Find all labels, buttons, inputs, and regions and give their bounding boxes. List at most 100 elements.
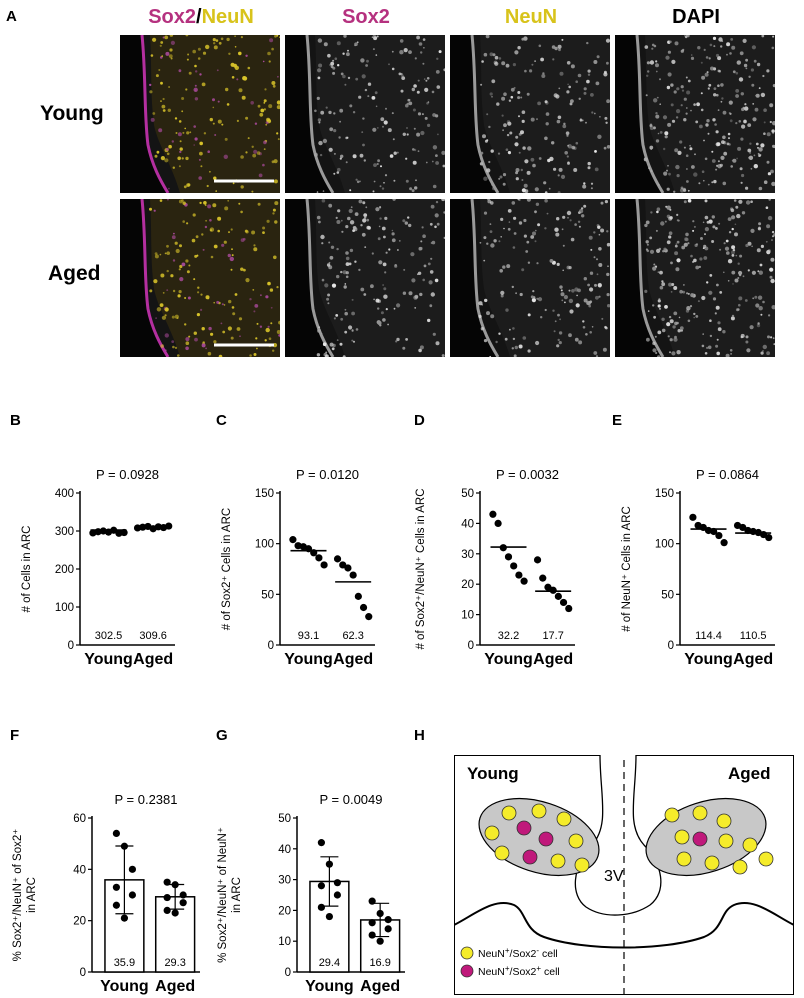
column-title-part: NeuN [201,6,254,28]
panel-label-c: C [216,412,227,429]
y-axis-label-line: # of Cells in ARC [21,526,33,613]
arc-schematic: Young Aged 3V NeuN+/Sox2- cellNeuN+/Sox2… [454,755,794,995]
median-eminence-outline [454,902,794,949]
third-ventricle-label: 3V [604,868,624,885]
data-point [368,897,376,905]
y-tick-label: 400 [55,488,74,500]
data-point [376,909,384,918]
data-point [163,906,171,914]
panel-label-f: F [10,727,20,744]
data-point [171,909,179,917]
x-category-label: Aged [733,651,773,668]
data-point [317,839,325,847]
panel-label-e: E [612,412,623,429]
x-category-label: Young [100,978,149,995]
column-title-1: Sox2 [285,6,447,29]
magenta-cell [516,820,532,836]
micrograph-aged-merge [120,199,280,357]
y-tick-label: 50 [261,589,274,601]
data-point [494,519,502,527]
y-axis-label: # of Sox2⁺ Cells in ARC [221,508,233,630]
legend-text-part: cell [541,966,560,978]
value-label: 32.2 [498,630,519,642]
x-category-label: Aged [155,978,195,995]
value-label: 302.5 [95,630,123,642]
y-tick-label: 100 [655,539,674,551]
data-point [715,531,723,540]
column-title-0: Sox2/NeuN [120,6,282,29]
data-point [165,522,173,530]
data-point [689,513,697,521]
y-tick-label: 10 [461,610,474,622]
y-tick-label: 100 [255,539,274,551]
legend-text-sup: + [505,964,510,973]
chart-title: P = 0.0864 [696,467,759,482]
y-axis-label-line: # of Sox2⁺ Cells in ARC [221,508,233,630]
x-category-label: Aged [333,651,373,668]
legend-swatch [460,964,474,978]
data-point [349,571,357,579]
y-tick-label: 50 [461,488,474,500]
data-point [739,523,747,532]
yellow-cell [704,855,720,871]
column-title-2: NeuN [450,6,612,29]
schematic-label-young: Young [467,764,519,783]
value-label: 29.4 [319,957,340,969]
data-point [325,912,333,921]
x-category-label: Aged [133,651,173,668]
chart-g-percent-of-neun: P = 0.0049 % Sox2⁺/NeuN⁺ of NeuN⁺ in ARC 0 1… [217,792,405,995]
value-label: 17.7 [542,630,563,642]
data-point [112,901,120,909]
data-point [128,865,136,873]
legend-text-part: /Sox2 [510,966,537,978]
yellow-cell [692,805,708,821]
data-point [289,536,297,544]
y-tick-label: 10 [278,936,291,948]
cells-aged [664,805,774,875]
y-tick-label: 60 [73,813,86,825]
yellow-cell [531,803,547,819]
data-point [179,891,187,899]
y-tick-label: 40 [73,864,86,876]
y-tick-label: 20 [73,916,86,928]
data-point [120,914,128,922]
value-label: 29.3 [164,957,185,969]
y-axis-label-line: in ARC [26,877,38,913]
data-point [163,878,171,886]
yellow-cell [550,853,566,869]
yellow-cell [674,829,690,845]
data-point [559,598,568,607]
value-label: 16.9 [369,957,390,969]
panel-label-b: B [10,412,21,429]
data-point [128,891,136,899]
x-category-label: Young [305,978,354,995]
legend-swatch [460,946,474,960]
x-category-label: Young [484,651,533,668]
legend-text: NeuN+/Sox2+ cell [478,964,560,979]
yellow-cell [556,811,572,827]
chart-title: P = 0.0032 [496,467,559,482]
x-category-label: Young [84,651,133,668]
column-title-part: Sox2 [342,6,390,28]
data-point [565,604,573,613]
third-ventricle-outline [574,755,662,916]
data-point [539,574,547,582]
x-category-label: Aged [360,978,400,995]
chart-title: P = 0.0928 [96,467,159,482]
data-point [515,571,523,579]
data-point [320,561,328,569]
y-tick-label: 40 [461,518,474,530]
yellow-cell [742,837,758,853]
data-point [376,937,384,945]
legend-text-sup: + [505,946,510,955]
y-tick-label: 200 [55,564,74,576]
chart-d-sox2-neun-cells: P = 0.0032 # of Sox2⁺/NeuN⁺ Cells in ARC 0… [415,467,575,668]
micrograph-young-dapi [615,35,775,193]
data-point [504,553,513,561]
data-point [384,925,392,933]
value-label: 114.4 [695,630,722,642]
yellow-cell [501,805,517,821]
legend-text-part: cell [539,948,558,960]
value-label: 93.1 [298,630,319,642]
data-point [317,903,325,911]
